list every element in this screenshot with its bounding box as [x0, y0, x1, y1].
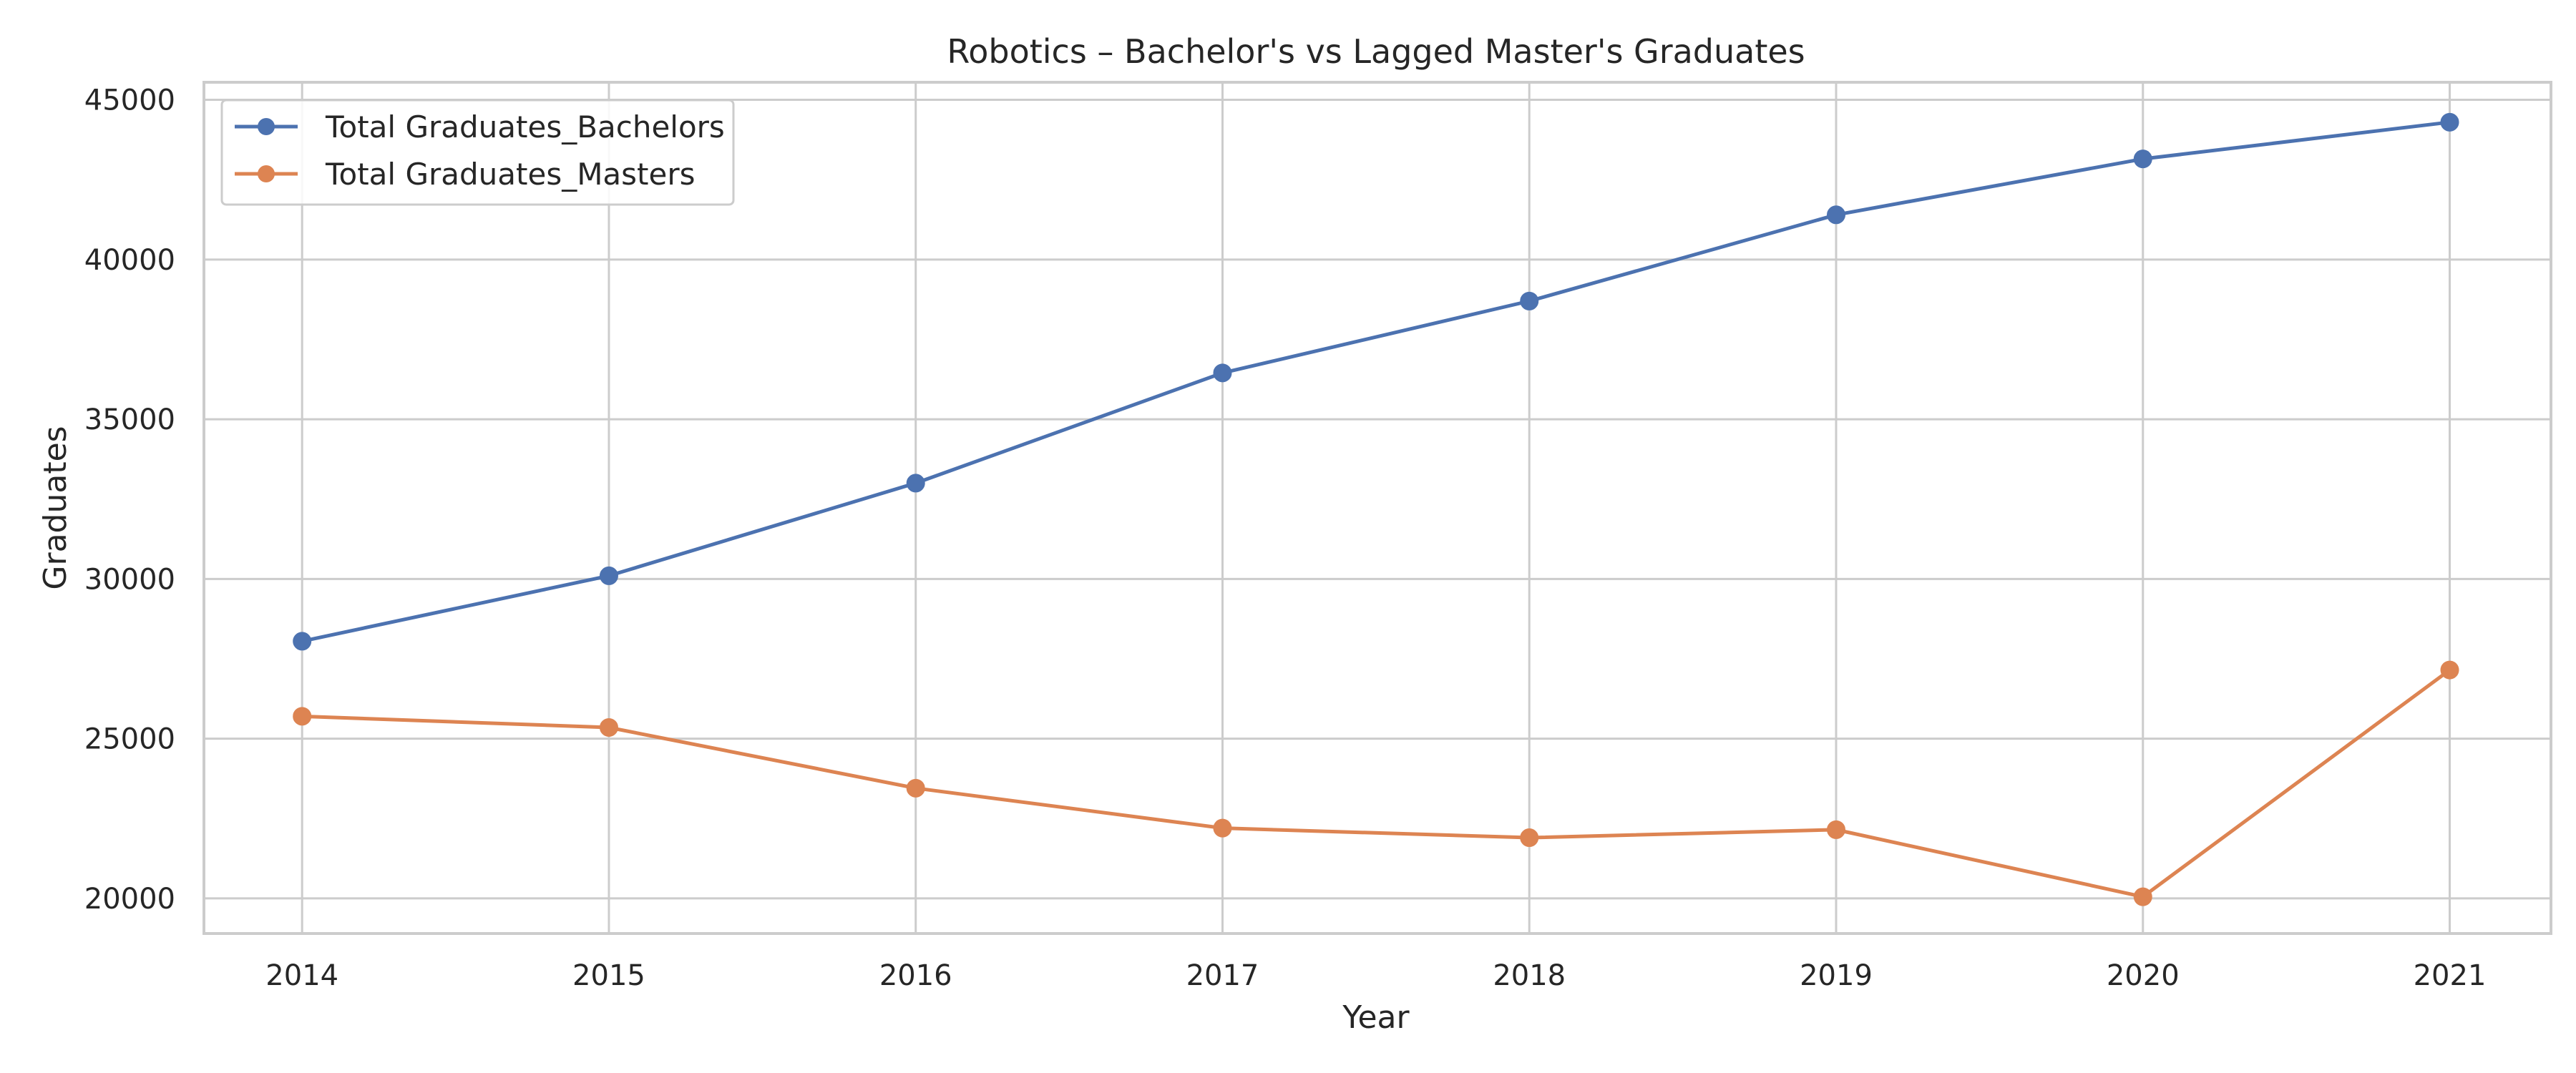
legend-label: Total Graduates_Masters [325, 157, 696, 192]
x-axis-title: Year [1342, 999, 1410, 1036]
x-tick-label: 2016 [879, 959, 952, 992]
data-point [293, 632, 312, 651]
y-tick-label: 20000 [84, 883, 175, 916]
y-axis-title: Graduates [37, 426, 74, 589]
data-point [1213, 818, 1232, 838]
legend-dot-marker [258, 165, 275, 182]
legend-box [220, 99, 735, 206]
x-tick-label: 2014 [265, 959, 338, 992]
series-bachelors [293, 112, 2459, 651]
data-point [2440, 660, 2459, 680]
data-point [1826, 205, 1845, 225]
legend: Total Graduates_Bachelors Total Graduates… [220, 99, 735, 206]
x-tick-label: 2019 [1800, 959, 1873, 992]
data-point [906, 778, 925, 798]
legend-dot-marker [258, 118, 275, 135]
series-line [302, 668, 2451, 899]
data-point [1826, 820, 1845, 839]
x-tick-label: 2015 [572, 959, 645, 992]
data-point [293, 707, 312, 726]
data-point [1520, 828, 1539, 848]
data-point [906, 474, 925, 493]
data-point [2133, 150, 2152, 169]
data-point [599, 566, 618, 585]
legend-item: Total Graduates_Bachelors [235, 109, 725, 144]
x-tick-label: 2021 [2414, 959, 2487, 992]
x-axis-ticks: 2014 2015 2016 2017 2018 2019 2020 2021 [265, 959, 2486, 992]
chart-title: Robotics – Bachelor's vs Lagged Master's… [947, 32, 1805, 71]
data-point [2133, 887, 2152, 906]
y-tick-label: 30000 [84, 563, 175, 596]
series-line [301, 120, 2450, 643]
plot-area-frame [203, 81, 2552, 935]
series-layer [293, 112, 2459, 906]
data-point [1213, 363, 1232, 383]
series-masters [293, 660, 2459, 906]
x-tick-label: 2020 [2107, 959, 2180, 992]
y-tick-label: 35000 [84, 403, 175, 436]
legend-label: Total Graduates_Bachelors [325, 109, 725, 144]
data-point [2440, 112, 2459, 132]
data-point [1520, 291, 1539, 310]
data-point [599, 717, 618, 737]
y-tick-label: 25000 [84, 723, 175, 756]
x-tick-label: 2017 [1186, 959, 1259, 992]
x-tick-label: 2018 [1493, 959, 1566, 992]
legend-item: Total Graduates_Masters [235, 157, 696, 192]
y-tick-label: 45000 [84, 84, 175, 117]
y-tick-label: 40000 [84, 244, 175, 277]
y-axis-ticks: 20000 25000 30000 35000 40000 45000 [84, 84, 175, 916]
